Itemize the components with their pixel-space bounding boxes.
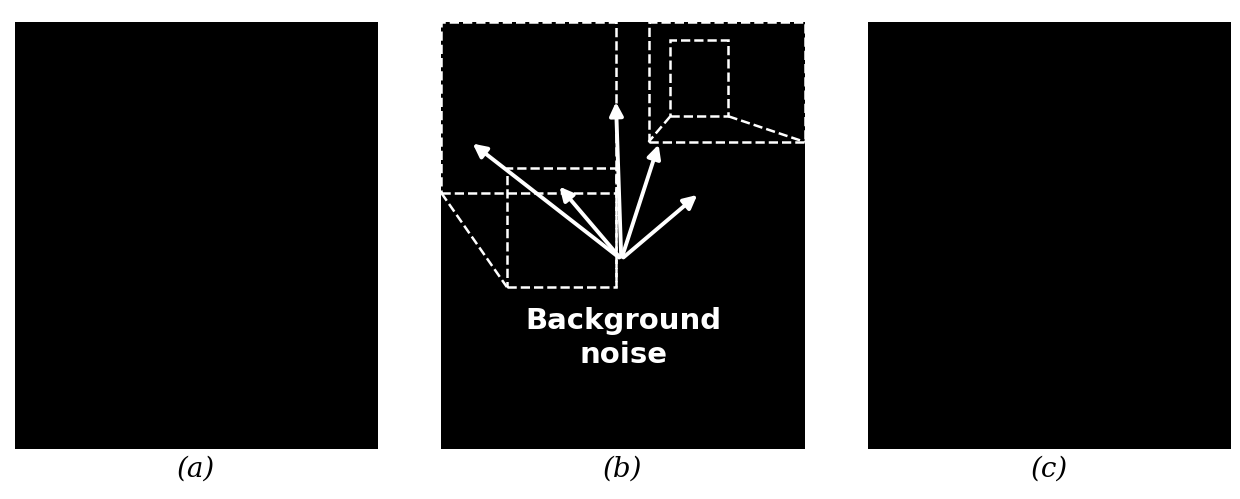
Bar <box>441 22 616 193</box>
Text: (a): (a) <box>177 456 215 483</box>
Bar <box>671 39 728 116</box>
Text: (b): (b) <box>603 456 642 483</box>
Text: (c): (c) <box>1030 456 1068 483</box>
Bar <box>507 168 616 287</box>
Text: Background
noise: Background noise <box>525 307 722 369</box>
Bar <box>649 22 805 142</box>
